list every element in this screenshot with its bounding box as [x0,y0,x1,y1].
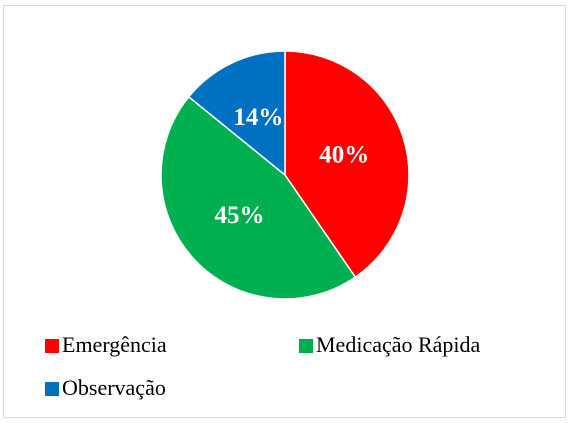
pie-slice [284,50,410,279]
legend-label: Medicação Rápida [316,332,481,357]
pie-slice [187,50,286,177]
legend-swatch [45,382,59,396]
pie-slice [160,95,357,300]
data-label: 40% [319,141,369,168]
legend-swatch [45,339,59,353]
legend-label: Observação [62,375,166,400]
legend-swatch [299,339,313,353]
legend-label: Emergência [62,332,167,357]
data-label: 14% [233,104,283,131]
data-label: 45% [214,202,264,229]
